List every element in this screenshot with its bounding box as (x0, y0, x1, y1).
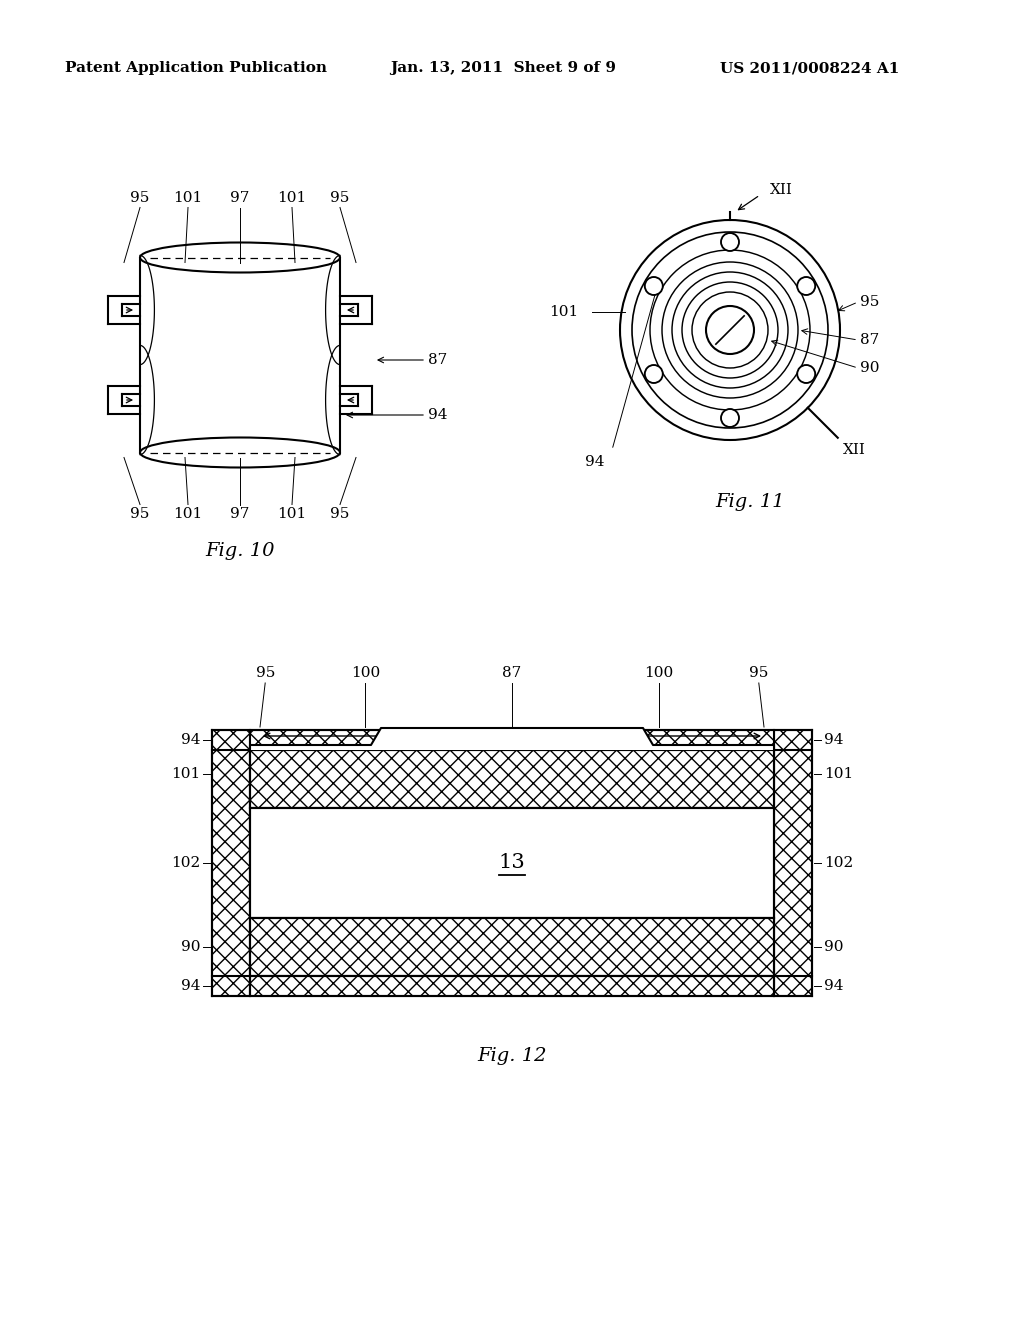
Text: Fig. 10: Fig. 10 (205, 541, 274, 560)
Text: Jan. 13, 2011  Sheet 9 of 9: Jan. 13, 2011 Sheet 9 of 9 (390, 61, 616, 75)
Text: 95: 95 (256, 667, 274, 680)
Text: 87: 87 (503, 667, 521, 680)
Circle shape (645, 277, 663, 294)
Text: 101: 101 (549, 305, 578, 319)
Text: XII: XII (843, 442, 865, 457)
Bar (774, 730, 812, 997)
Circle shape (721, 409, 739, 426)
Text: 13: 13 (499, 854, 525, 873)
Circle shape (645, 366, 663, 383)
Text: 95: 95 (130, 191, 150, 206)
Text: Fig. 12: Fig. 12 (477, 1047, 547, 1065)
Text: 95: 95 (750, 667, 768, 680)
Text: 95: 95 (331, 507, 349, 521)
Text: 101: 101 (173, 191, 203, 206)
Text: US 2011/0008224 A1: US 2011/0008224 A1 (720, 61, 899, 75)
Text: 97: 97 (230, 191, 250, 206)
Text: 95: 95 (331, 191, 349, 206)
Circle shape (721, 234, 739, 251)
Text: 90: 90 (824, 940, 844, 954)
Text: 102: 102 (171, 855, 200, 870)
Text: Patent Application Publication: Patent Application Publication (65, 61, 327, 75)
Text: 95: 95 (860, 294, 880, 309)
Text: 94: 94 (824, 979, 844, 993)
Text: 94: 94 (180, 979, 200, 993)
Bar (250, 750, 774, 808)
Text: 90: 90 (180, 940, 200, 954)
Text: 100: 100 (644, 667, 674, 680)
Bar (250, 975, 774, 997)
Text: 90: 90 (860, 360, 880, 375)
Bar (250, 808, 774, 917)
Text: Fig. 11: Fig. 11 (715, 492, 784, 511)
Text: 95: 95 (130, 507, 150, 521)
Text: 97: 97 (230, 507, 250, 521)
Bar (250, 730, 774, 750)
Bar (250, 917, 774, 975)
Text: 87: 87 (860, 333, 880, 347)
Text: 101: 101 (173, 507, 203, 521)
Text: 101: 101 (278, 191, 306, 206)
Text: 101: 101 (278, 507, 306, 521)
Text: 94: 94 (428, 408, 447, 422)
Text: 94: 94 (586, 455, 605, 469)
Text: XII: XII (770, 183, 793, 197)
Text: 100: 100 (350, 667, 380, 680)
Text: 101: 101 (171, 767, 200, 781)
Polygon shape (250, 729, 774, 750)
Text: 102: 102 (824, 855, 853, 870)
Circle shape (798, 366, 815, 383)
Circle shape (798, 277, 815, 294)
Text: 94: 94 (824, 733, 844, 747)
Text: 101: 101 (824, 767, 853, 781)
Text: 94: 94 (180, 733, 200, 747)
Text: 87: 87 (428, 352, 447, 367)
Bar (212, 730, 250, 997)
